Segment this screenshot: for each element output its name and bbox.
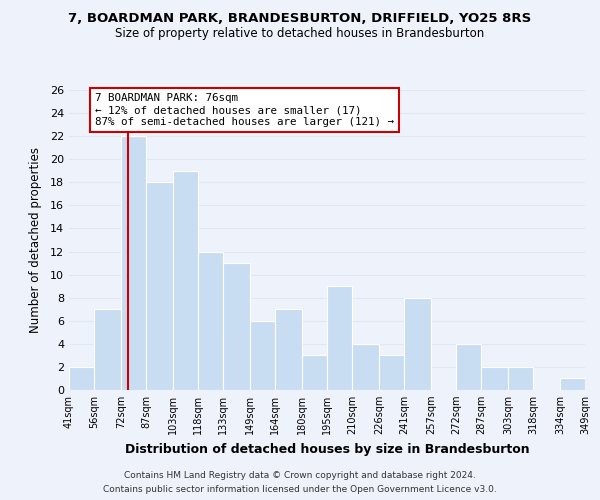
Y-axis label: Number of detached properties: Number of detached properties — [29, 147, 41, 333]
Text: Contains public sector information licensed under the Open Government Licence v3: Contains public sector information licen… — [103, 484, 497, 494]
Bar — [327, 286, 352, 390]
Bar — [223, 263, 250, 390]
Bar — [404, 298, 431, 390]
Bar — [379, 356, 404, 390]
X-axis label: Distribution of detached houses by size in Brandesburton: Distribution of detached houses by size … — [125, 442, 529, 456]
Bar — [302, 356, 327, 390]
Bar — [250, 321, 275, 390]
Bar — [198, 252, 223, 390]
Text: 7, BOARDMAN PARK, BRANDESBURTON, DRIFFIELD, YO25 8RS: 7, BOARDMAN PARK, BRANDESBURTON, DRIFFIE… — [68, 12, 532, 26]
Text: 7 BOARDMAN PARK: 76sqm
← 12% of detached houses are smaller (17)
87% of semi-det: 7 BOARDMAN PARK: 76sqm ← 12% of detached… — [95, 94, 394, 126]
Bar — [121, 136, 146, 390]
Text: Contains HM Land Registry data © Crown copyright and database right 2024.: Contains HM Land Registry data © Crown c… — [124, 472, 476, 480]
Text: Size of property relative to detached houses in Brandesburton: Size of property relative to detached ho… — [115, 28, 485, 40]
Bar — [456, 344, 481, 390]
Bar — [352, 344, 379, 390]
Bar — [560, 378, 585, 390]
Bar — [481, 367, 508, 390]
Bar — [173, 171, 198, 390]
Bar — [508, 367, 533, 390]
Bar — [94, 309, 121, 390]
Bar — [275, 309, 302, 390]
Bar — [146, 182, 173, 390]
Bar — [69, 367, 94, 390]
